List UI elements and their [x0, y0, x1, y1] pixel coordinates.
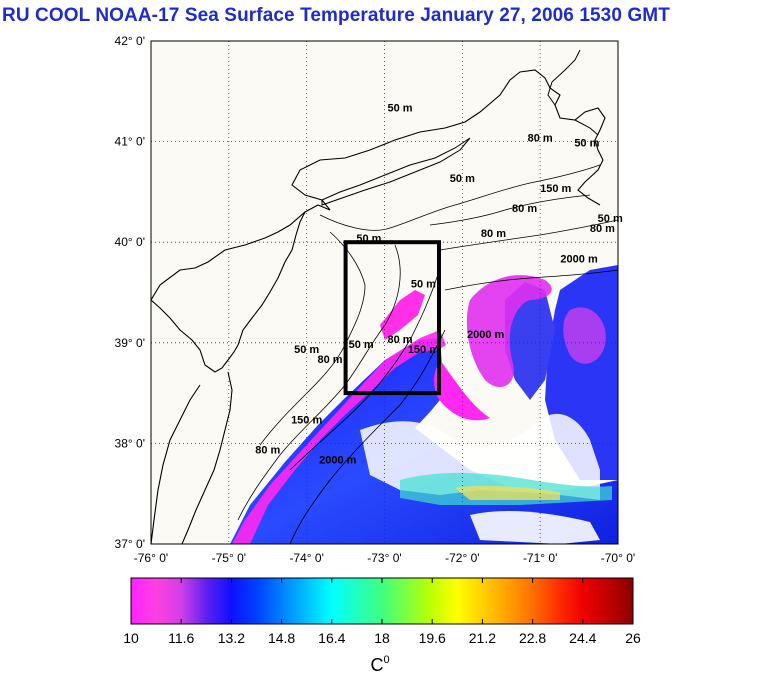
isobath-label: 50 m — [450, 173, 475, 185]
isobath-label: 80 m — [481, 228, 506, 240]
colorbar-tick-label: 26 — [625, 630, 641, 646]
study-area-box — [343, 240, 441, 396]
isobath-label: 50 m — [411, 278, 436, 290]
sst-offshore-blue-region-2 — [505, 282, 555, 400]
isobath-label: 80 m — [255, 444, 280, 456]
cape-cod-coastline — [547, 49, 599, 136]
latitude-tick-label: 39° 0' — [115, 336, 145, 350]
isobath-label: 80 m — [317, 354, 342, 366]
latitude-tick-labels: 42° 0' 41° 0' 40° 0' 39° 0' 38° 0' 37° 0' — [115, 34, 145, 551]
latitude-tick-label: 41° 0' — [115, 135, 145, 149]
colorbar-unit: C0 — [370, 654, 389, 675]
sst-warm-orange-specks — [470, 510, 600, 544]
coastline — [151, 69, 606, 301]
latitude-tick-label: 40° 0' — [115, 235, 145, 249]
colorbar-tick-label: 24.4 — [569, 630, 596, 646]
longitude-tick-label: -74° 0' — [289, 551, 323, 565]
map-panel — [151, 41, 618, 544]
isobath-label: 150 m — [291, 414, 322, 426]
longitude-tick-label: -75° 0' — [212, 551, 246, 565]
isobath-label: 2000 m — [319, 455, 357, 467]
colorbar-tick-label: 16.4 — [318, 630, 345, 646]
longitude-tick-labels: -76° 0' -75° 0' -74° 0' -73° 0' -72° 0' -71° … — [134, 551, 635, 565]
latitude-tick-label: 38° 0' — [115, 436, 145, 450]
colorbar-tick-label: 22.8 — [519, 630, 546, 646]
colorbar — [130, 577, 634, 625]
isobath-label: 150 m — [408, 344, 439, 356]
isobath-label: 80 m — [528, 133, 553, 145]
longitude-tick-label: -70° 0' — [601, 551, 635, 565]
colorbar-tick-label: 14.8 — [268, 630, 295, 646]
sst-magenta-front — [232, 330, 446, 544]
isobath-label: 80 m — [512, 203, 537, 215]
latitude-tick-label: 37° 0' — [115, 537, 145, 551]
sst-magenta-eddy-east — [563, 307, 606, 364]
longitude-tick-label: -72° 0' — [445, 551, 479, 565]
sst-magenta-eddy — [466, 275, 552, 388]
colorbar-tick-label: 11.6 — [168, 630, 194, 646]
long-island-coastline — [321, 137, 471, 206]
isobath-label: 2000 m — [560, 253, 598, 265]
isobath-label: 50 m — [598, 213, 623, 225]
colorbar-tick-label: 21.2 — [469, 630, 496, 646]
colorbar-tick-label: 10 — [123, 630, 139, 646]
sst-magenta-box-patch — [380, 290, 425, 340]
isobath-label: 50 m — [349, 339, 374, 351]
colorbar-tick-labels: 10 11.6 13.2 14.8 16.4 18 19.6 21.2 22.8 24.4 26 — [123, 578, 641, 646]
latitude-tick-label: 42° 0' — [115, 34, 145, 48]
longitude-tick-label: -76° 0' — [134, 551, 168, 565]
colorbar-tick-label: 18 — [374, 630, 390, 646]
colorbar-tick-label: 19.6 — [419, 630, 446, 646]
isobath-2000m — [289, 269, 618, 544]
isobath-label: 150 m — [540, 183, 571, 195]
isobath-label: 80 m — [590, 223, 615, 235]
isobath-label: 80 m — [388, 334, 413, 346]
isobath-label: 2000 m — [467, 329, 505, 341]
colorbar-unit-superscript: 0 — [383, 654, 389, 666]
colorbar-unit-text: C — [370, 655, 383, 675]
sst-magenta-filament — [434, 360, 490, 421]
sst-warm-yellow-patch — [455, 485, 560, 500]
isobath-label: 50 m — [294, 344, 319, 356]
isobath-label: 50 m — [574, 138, 599, 150]
delmarva-coastline — [151, 371, 233, 544]
nj-coastline — [151, 211, 306, 373]
longitude-tick-label: -71° 0' — [523, 551, 557, 565]
colorbar-tick-label: 13.2 — [218, 630, 245, 646]
map-title: RU COOL NOAA-17 Sea Surface Temperature … — [2, 5, 670, 26]
map-frame — [150, 40, 619, 545]
longitude-tick-label: -73° 0' — [367, 551, 401, 565]
isobath-label: 50 m — [388, 102, 413, 114]
